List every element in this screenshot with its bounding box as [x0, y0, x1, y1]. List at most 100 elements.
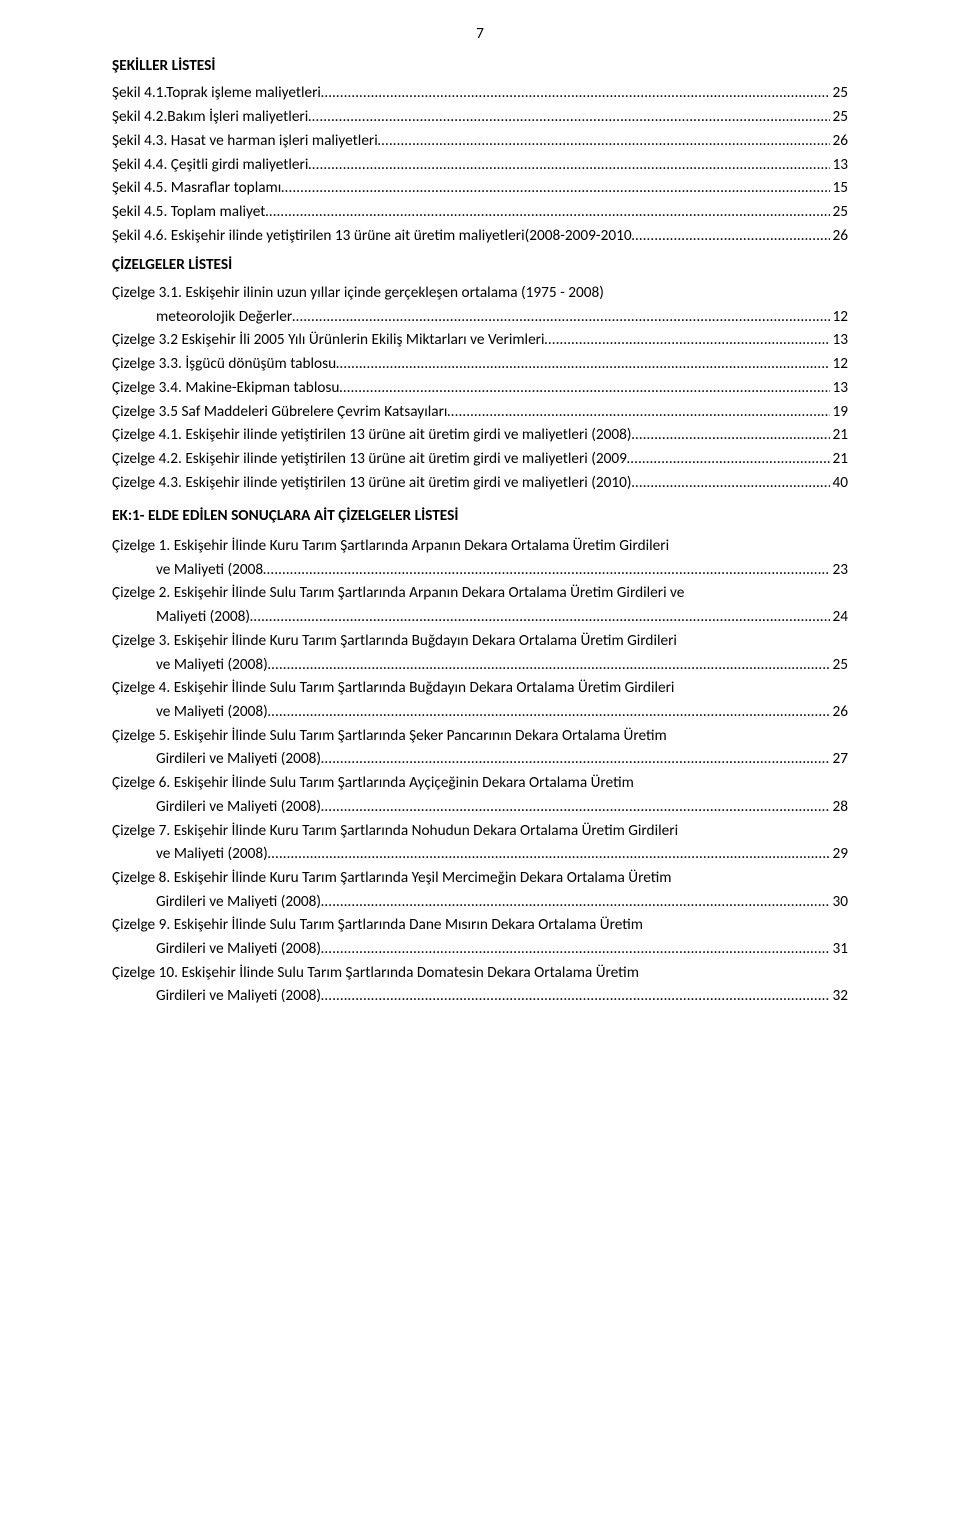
toc-entry-line2: meteorolojik Değerler…………………………………………………… [112, 305, 848, 329]
toc-entry-label-line2: Maliyeti (2008) [156, 605, 250, 629]
toc-leader-dots: …………………………………………………………………………………………………………… [378, 129, 831, 153]
toc-entry: Çizelge 4.2. Eskişehir ilinde yetiştiril… [112, 447, 848, 471]
toc-leader-dots: …………………………………………………………………………………………………………… [632, 471, 831, 495]
toc-entry-page: 12 [830, 305, 848, 329]
toc-entry-page: 26 [830, 224, 848, 248]
toc-entry-page: 21 [830, 423, 848, 447]
toc-entry-page: 13 [830, 153, 848, 177]
toc-entry-label: Şekil 4.3. Hasat ve harman işleri maliye… [112, 129, 378, 153]
toc-entry: Çizelge 3.4. Makine-Ekipman tablosu……………… [112, 376, 848, 400]
toc-entry-line2: Girdileri ve Maliyeti (2008)………………………………… [112, 984, 848, 1008]
toc-entry-page: 28 [830, 795, 848, 819]
toc-entry: Şekil 4.2.Bakım İşleri maliyetleri………………… [112, 105, 848, 129]
toc-entry-label-line1: Çizelge 1. Eskişehir İlinde Kuru Tarım Ş… [112, 534, 848, 558]
toc-leader-dots: …………………………………………………………………………………………………………… [321, 937, 830, 961]
toc-entry-line2: Girdileri ve Maliyeti (2008)………………………………… [112, 747, 848, 771]
toc-entry: Şekil 4.6. Eskişehir ilinde yetiştirilen… [112, 224, 848, 248]
toc-leader-dots: …………………………………………………………………………………………………………… [268, 700, 831, 724]
toc-entry-page: 13 [830, 328, 848, 352]
toc-leader-dots: …………………………………………………………………………………………………………… [321, 747, 830, 771]
toc-leader-dots: …………………………………………………………………………………………………………… [321, 795, 830, 819]
toc-entry-label-line2: ve Maliyeti (2008) [156, 842, 268, 866]
toc-entry-label-line1: Çizelge 9. Eskişehir İlinde Sulu Tarım Ş… [112, 913, 848, 937]
ek-heading: EK:1- ELDE EDİLEN SONUÇLARA AİT ÇİZELGEL… [112, 504, 848, 528]
toc-entry-page: 21 [830, 447, 848, 471]
toc-entry-label: Şekil 4.6. Eskişehir ilinde yetiştirilen… [112, 224, 632, 248]
toc-entry-label-line1: Çizelge 3. Eskişehir İlinde Kuru Tarım Ş… [112, 629, 848, 653]
toc-entry: Çizelge 4. Eskişehir İlinde Sulu Tarım Ş… [112, 676, 848, 723]
ek-cizelgeler-list: Çizelge 1. Eskişehir İlinde Kuru Tarım Ş… [112, 534, 848, 1008]
toc-entry-label-line2: Girdileri ve Maliyeti (2008) [156, 795, 321, 819]
toc-leader-dots: …………………………………………………………………………………………………………… [321, 890, 830, 914]
toc-leader-dots: …………………………………………………………………………………………………………… [336, 352, 830, 376]
toc-entry-line2: ve Maliyeti (2008)…………………………………………………………… [112, 842, 848, 866]
toc-entry-page: 25 [830, 653, 848, 677]
toc-entry-label: Çizelge 3.4. Makine-Ekipman tablosu [112, 376, 339, 400]
toc-leader-dots: …………………………………………………………………………………………………………… [268, 653, 831, 677]
toc-leader-dots: …………………………………………………………………………………………………………… [263, 558, 830, 582]
toc-entry-label-line2: Girdileri ve Maliyeti (2008) [156, 747, 321, 771]
toc-entry: Çizelge 3.1. Eskişehir ilinin uzun yılla… [112, 281, 848, 328]
toc-entry: Çizelge 3.3. İşgücü dönüşüm tablosu……………… [112, 352, 848, 376]
toc-leader-dots: …………………………………………………………………………………………………………… [627, 447, 831, 471]
toc-entry-page: 40 [830, 471, 848, 495]
toc-entry: Çizelge 5. Eskişehir İlinde Sulu Tarım Ş… [112, 724, 848, 771]
toc-entry-label-line2: Girdileri ve Maliyeti (2008) [156, 890, 321, 914]
toc-entry-page: 12 [830, 352, 848, 376]
toc-leader-dots: …………………………………………………………………………………………………………… [321, 81, 831, 105]
toc-leader-dots: …………………………………………………………………………………………………………… [447, 400, 830, 424]
toc-entry-page: 32 [830, 984, 848, 1008]
document-page: 7 ŞEKİLLER LİSTESİ Şekil 4.1.Toprak işle… [0, 0, 960, 1521]
toc-entry-label: Çizelge 4.1. Eskişehir ilinde yetiştiril… [112, 423, 632, 447]
toc-entry-page: 26 [830, 700, 848, 724]
toc-leader-dots: …………………………………………………………………………………………………………… [545, 328, 831, 352]
toc-leader-dots: …………………………………………………………………………………………………………… [308, 153, 830, 177]
toc-entry-label-line2: Girdileri ve Maliyeti (2008) [156, 984, 321, 1008]
toc-entry: Çizelge 2. Eskişehir İlinde Sulu Tarım Ş… [112, 581, 848, 628]
toc-entry-label: Çizelge 4.2. Eskişehir ilinde yetiştiril… [112, 447, 627, 471]
toc-entry-label-line2: ve Maliyeti (2008) [156, 653, 268, 677]
toc-entry-page: 29 [830, 842, 848, 866]
toc-entry-label: Şekil 4.2.Bakım İşleri maliyetleri [112, 105, 308, 129]
toc-entry-label: Çizelge 3.5 Saf Maddeleri Gübrelere Çevr… [112, 400, 447, 424]
toc-entry: Çizelge 4.3. Eskişehir ilinde yetiştiril… [112, 471, 848, 495]
toc-entry-page: 27 [830, 747, 848, 771]
toc-entry-line2: ve Maliyeti (2008)…………………………………………………………… [112, 700, 848, 724]
toc-entry-label-line1: Çizelge 2. Eskişehir İlinde Sulu Tarım Ş… [112, 581, 848, 605]
toc-entry-page: 15 [830, 176, 848, 200]
toc-entry-line2: Girdileri ve Maliyeti (2008)………………………………… [112, 937, 848, 961]
toc-entry-label: Şekil 4.4. Çeşitli girdi maliyetleri [112, 153, 308, 177]
toc-entry-page: 25 [830, 200, 848, 224]
toc-entry-label: Çizelge 4.3. Eskişehir ilinde yetiştiril… [112, 471, 632, 495]
toc-entry-label: Şekil 4.5. Masraflar toplamı [112, 176, 281, 200]
toc-entry: Çizelge 6. Eskişehir İlinde Sulu Tarım Ş… [112, 771, 848, 818]
toc-entry-line2: ve Maliyeti (2008)…………………………………………………………… [112, 653, 848, 677]
toc-entry: Çizelge 1. Eskişehir İlinde Kuru Tarım Ş… [112, 534, 848, 581]
toc-entry-label-line1: Çizelge 3.1. Eskişehir ilinin uzun yılla… [112, 281, 848, 305]
toc-entry-page: 19 [830, 400, 848, 424]
toc-entry: Çizelge 10. Eskişehir İlinde Sulu Tarım … [112, 961, 848, 1008]
toc-entry-label-line2: meteorolojik Değerler [156, 305, 292, 329]
toc-entry-label-line2: Girdileri ve Maliyeti (2008) [156, 937, 321, 961]
toc-entry-page: 30 [830, 890, 848, 914]
toc-entry-page: 23 [830, 558, 848, 582]
toc-entry-line2: Girdileri ve Maliyeti (2008)………………………………… [112, 890, 848, 914]
toc-entry: Çizelge 3.2 Eskişehir İli 2005 Yılı Ürün… [112, 328, 848, 352]
toc-entry-page: 26 [830, 129, 848, 153]
toc-entry-page: 25 [830, 105, 848, 129]
toc-entry: Şekil 4.5. Toplam maliyet………………………………………… [112, 200, 848, 224]
toc-entry-page: 13 [830, 376, 848, 400]
toc-entry: Şekil 4.5. Masraflar toplamı………………………………… [112, 176, 848, 200]
toc-entry: Şekil 4.1.Toprak işleme maliyetleri……………… [112, 81, 848, 105]
toc-entry-line2: ve Maliyeti (2008……………………………………………………………… [112, 558, 848, 582]
toc-entry-page: 24 [830, 605, 848, 629]
toc-entry-line2: Maliyeti (2008)…………………………………………………………………… [112, 605, 848, 629]
toc-entry-label-line1: Çizelge 7. Eskişehir İlinde Kuru Tarım Ş… [112, 819, 848, 843]
toc-leader-dots: …………………………………………………………………………………………………………… [250, 605, 831, 629]
toc-entry-label: Çizelge 3.3. İşgücü dönüşüm tablosu [112, 352, 336, 376]
toc-entry: Çizelge 7. Eskişehir İlinde Kuru Tarım Ş… [112, 819, 848, 866]
cizelgeler-list: Çizelge 3.1. Eskişehir ilinin uzun yılla… [112, 281, 848, 494]
toc-leader-dots: …………………………………………………………………………………………………………… [281, 176, 830, 200]
toc-entry-label: Şekil 4.5. Toplam maliyet [112, 200, 265, 224]
toc-entry-page: 31 [830, 937, 848, 961]
